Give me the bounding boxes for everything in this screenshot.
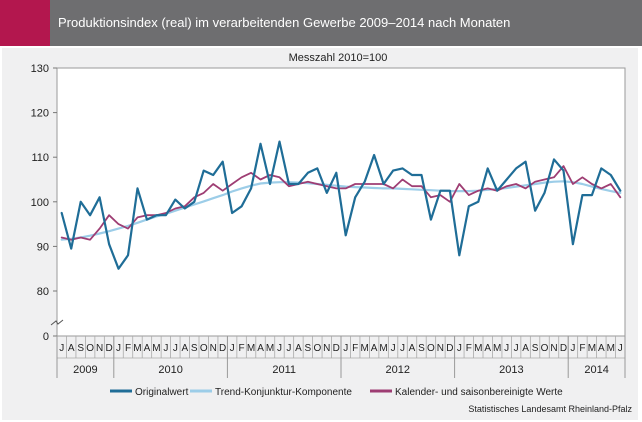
x-month-label: A <box>484 343 491 354</box>
x-month-label: M <box>152 343 160 354</box>
x-month-label: D <box>446 343 453 354</box>
x-month-label: A <box>598 343 605 354</box>
legend-label: Trend-Konjunktur-Komponente <box>215 387 352 398</box>
x-month-label: D <box>105 343 112 354</box>
header-bar <box>0 0 642 46</box>
x-month-label: D <box>560 343 567 354</box>
x-month-label: A <box>257 343 264 354</box>
series-layer <box>60 140 622 270</box>
series-line <box>60 140 622 270</box>
x-month-label: J <box>173 343 178 354</box>
x-year-label: 2009 <box>73 364 97 376</box>
x-month-label: J <box>116 343 121 354</box>
x-month-label: N <box>437 343 444 354</box>
x-month-label: A <box>181 343 188 354</box>
x-year-label: 2012 <box>386 364 410 376</box>
x-month-label: S <box>305 343 312 354</box>
x-month-label: M <box>493 343 501 354</box>
x-year-label: 2013 <box>499 364 523 376</box>
chart-title: Messzahl 2010=100 <box>289 52 388 64</box>
x-month-label: N <box>210 343 217 354</box>
x-month-label: J <box>570 343 575 354</box>
x-month-label: O <box>313 343 321 354</box>
x-month-label: M <box>379 343 387 354</box>
x-month-label: D <box>219 343 226 354</box>
x-month-label: J <box>391 343 396 354</box>
x-month-label: J <box>618 343 623 354</box>
legend: Originalwert Trend-Konjunktur-Komponente K… <box>110 387 563 398</box>
x-month-label: J <box>343 343 348 354</box>
x-month-label: O <box>200 343 208 354</box>
y-tick-label: 120 <box>31 108 49 120</box>
x-month-label: S <box>191 343 198 354</box>
x-month-label: M <box>360 343 368 354</box>
x-month-label: M <box>133 343 141 354</box>
legend-label: Originalwert <box>135 387 189 398</box>
x-month-label: A <box>144 343 151 354</box>
x-month-label: J <box>400 343 405 354</box>
x-month-label: F <box>466 343 472 354</box>
legend-label: Kalender- und saisonbereinigte Werte <box>395 387 563 398</box>
x-month-label: D <box>333 343 340 354</box>
page-title: Produktionsindex (real) im verarbeitende… <box>58 15 511 30</box>
y-tick-label: 130 <box>31 63 49 75</box>
x-month-label: J <box>504 343 509 354</box>
x-month-label: J <box>59 343 64 354</box>
y-tick-label: 80 <box>37 286 49 298</box>
x-year-label: 2014 <box>584 364 608 376</box>
x-month-label: F <box>239 343 245 354</box>
x-month-label: J <box>457 343 462 354</box>
x-month-label: J <box>163 343 168 354</box>
x-year-label: 2011 <box>272 364 296 376</box>
x-month-label: N <box>323 343 330 354</box>
x-month-label: F <box>352 343 358 354</box>
x-month-label: O <box>427 343 435 354</box>
y-tick-label: 0 <box>43 331 49 343</box>
x-month-label: J <box>514 343 519 354</box>
x-year-label: 2010 <box>158 364 182 376</box>
x-month-label: N <box>96 343 103 354</box>
axis-break-mark <box>50 319 64 326</box>
x-month-label: A <box>371 343 378 354</box>
x-month-label: A <box>409 343 416 354</box>
header-accent <box>0 0 50 46</box>
y-tick-label: 110 <box>31 152 49 164</box>
x-month-label: O <box>86 343 94 354</box>
x-month-label: F <box>125 343 131 354</box>
x-month-label: M <box>474 343 482 354</box>
x-month-label: M <box>247 343 255 354</box>
y-axis: 0 80 90 100 110 120 130 <box>31 63 64 343</box>
y-tick-label: 90 <box>37 241 49 253</box>
x-month-label: A <box>522 343 529 354</box>
source-note: Statistisches Landesamt Rheinland-Pfalz <box>468 404 632 414</box>
x-month-label: J <box>286 343 291 354</box>
x-month-label: O <box>541 343 549 354</box>
x-month-label: S <box>418 343 425 354</box>
x-month-label: M <box>607 343 615 354</box>
x-month-label: J <box>230 343 235 354</box>
x-month-label: S <box>77 343 84 354</box>
x-month-label: M <box>266 343 274 354</box>
x-month-label: M <box>588 343 596 354</box>
y-tick-label: 100 <box>31 197 49 209</box>
x-month-label: S <box>532 343 539 354</box>
x-month-label: F <box>579 343 585 354</box>
x-month-label: A <box>68 343 75 354</box>
x-month-label: N <box>550 343 557 354</box>
x-month-label: J <box>277 343 282 354</box>
x-month-label: A <box>295 343 302 354</box>
